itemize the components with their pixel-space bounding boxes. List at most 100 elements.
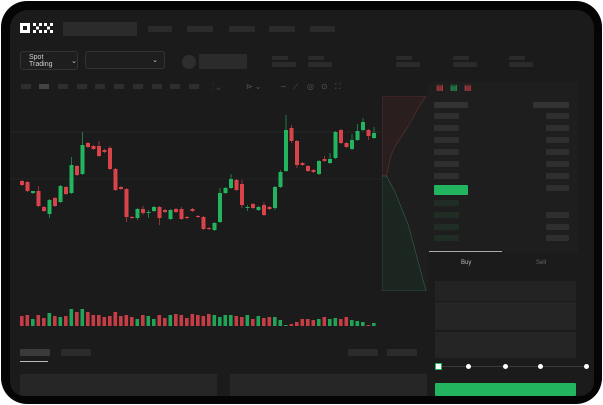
slider-stop-75[interactable] [538,364,543,369]
tab-order-history[interactable] [61,349,91,356]
slider-stop-100[interactable] [584,364,589,369]
volume-bar [174,314,178,326]
timeframe-button[interactable] [133,84,143,89]
slider-stop-25[interactable] [466,364,471,369]
orderbook-both-icon[interactable]: ▤ [436,83,444,92]
timeframe-button[interactable] [152,84,162,89]
slider-handle[interactable] [435,363,442,370]
volume-bar [262,318,266,326]
candle-body [322,159,327,161]
volume-bar [306,319,310,326]
stat-label [272,56,288,60]
orderbook-header-amount [533,102,569,108]
candle-body [163,210,167,212]
timeframe-button[interactable] [77,84,87,89]
volume-bar [333,318,338,326]
timeframe-button[interactable] [58,84,68,89]
indicator-icon[interactable]: ⊳ ⌄ [246,82,262,91]
candle-body [25,182,30,191]
volume-bar [196,315,200,326]
buy-button[interactable] [435,383,576,396]
volume-bar [223,315,228,326]
tab-sell[interactable]: Sell [536,260,547,266]
stat-label [453,56,469,60]
orderbook-header-price [434,102,468,108]
stat-value [396,62,420,67]
market-type-label: Spot Trading [29,53,53,68]
timeframe-button[interactable] [170,84,180,89]
volume-bar [163,318,167,326]
slider-stop-50[interactable] [503,364,508,369]
chevron-down-icon: ⌄ [152,57,158,64]
candle-body [64,187,68,194]
candle-body [201,217,206,229]
candle-body [350,140,354,149]
volume-bar [20,316,24,326]
candle-body [108,148,112,169]
tab-open-orders[interactable] [20,349,50,356]
orderbook-asks-icon[interactable]: ▤ [464,83,472,92]
candle-body [273,187,277,208]
candle-body [229,179,233,188]
stat-value [509,62,533,67]
search-box[interactable] [63,22,137,36]
stat-label [509,56,525,60]
settings-icon[interactable]: ⊙ [321,82,328,91]
orderbook-ask-amount [546,113,569,119]
total-input[interactable] [435,332,576,358]
fullscreen-icon[interactable]: ⛶ [335,82,341,91]
filter-button[interactable] [387,349,417,356]
trading-pair-select[interactable]: ⌄ [85,51,165,69]
candlestick-chart[interactable] [10,96,430,326]
candle-body [141,209,145,213]
volume-bar [102,317,107,326]
timeframe-button[interactable] [95,84,105,89]
volume-bar [311,320,316,326]
volume-bar [179,315,184,326]
tab-buy[interactable]: Buy [461,260,472,266]
stat-label [308,56,324,60]
volume-bar [273,317,277,326]
amount-slider[interactable] [438,366,588,367]
volume-bar [355,321,360,326]
candle-body [317,161,321,174]
market-type-select[interactable]: Spot Trading ⌄ [20,51,78,70]
timeframe-button[interactable] [114,84,124,89]
volume-bar [361,322,365,326]
timeframe-button[interactable] [189,84,199,89]
nav-item[interactable] [187,26,213,32]
ruler-icon[interactable]: ⟋ [293,82,299,91]
timeframe-button-active[interactable] [39,84,49,89]
nav-item[interactable] [269,26,295,32]
volume-bar [240,317,244,326]
nav-item[interactable] [148,26,172,32]
order-book [428,82,578,252]
volume-bar [289,324,294,326]
volume-bar [31,319,35,326]
volume-bar [234,316,239,326]
volume-bar [168,315,173,326]
candle-body [113,169,118,190]
stat-value [308,62,332,67]
nav-item[interactable] [229,26,255,32]
candle-body [251,204,255,208]
volume-bar [75,312,79,326]
candle-body [97,146,101,156]
price-input[interactable] [435,281,576,301]
volume-bar [339,319,343,326]
line-tool-icon[interactable]: ∼ [280,82,287,91]
candle-body [190,209,195,211]
candle-type-icon[interactable]: ⫶ ⌄ [212,82,221,91]
timeframe-button[interactable] [21,84,31,89]
candle-body [344,143,349,147]
amount-input[interactable] [435,302,576,330]
camera-icon[interactable]: ◎ [307,82,314,91]
candle-body [240,184,244,205]
filter-button[interactable] [348,349,378,356]
candle-body [311,170,316,172]
orderbook-bids-icon[interactable]: ▤ [450,83,458,92]
candle-body [256,207,261,210]
nav-item[interactable] [310,26,335,32]
candle-body [295,141,299,165]
volume-bar [58,317,63,326]
